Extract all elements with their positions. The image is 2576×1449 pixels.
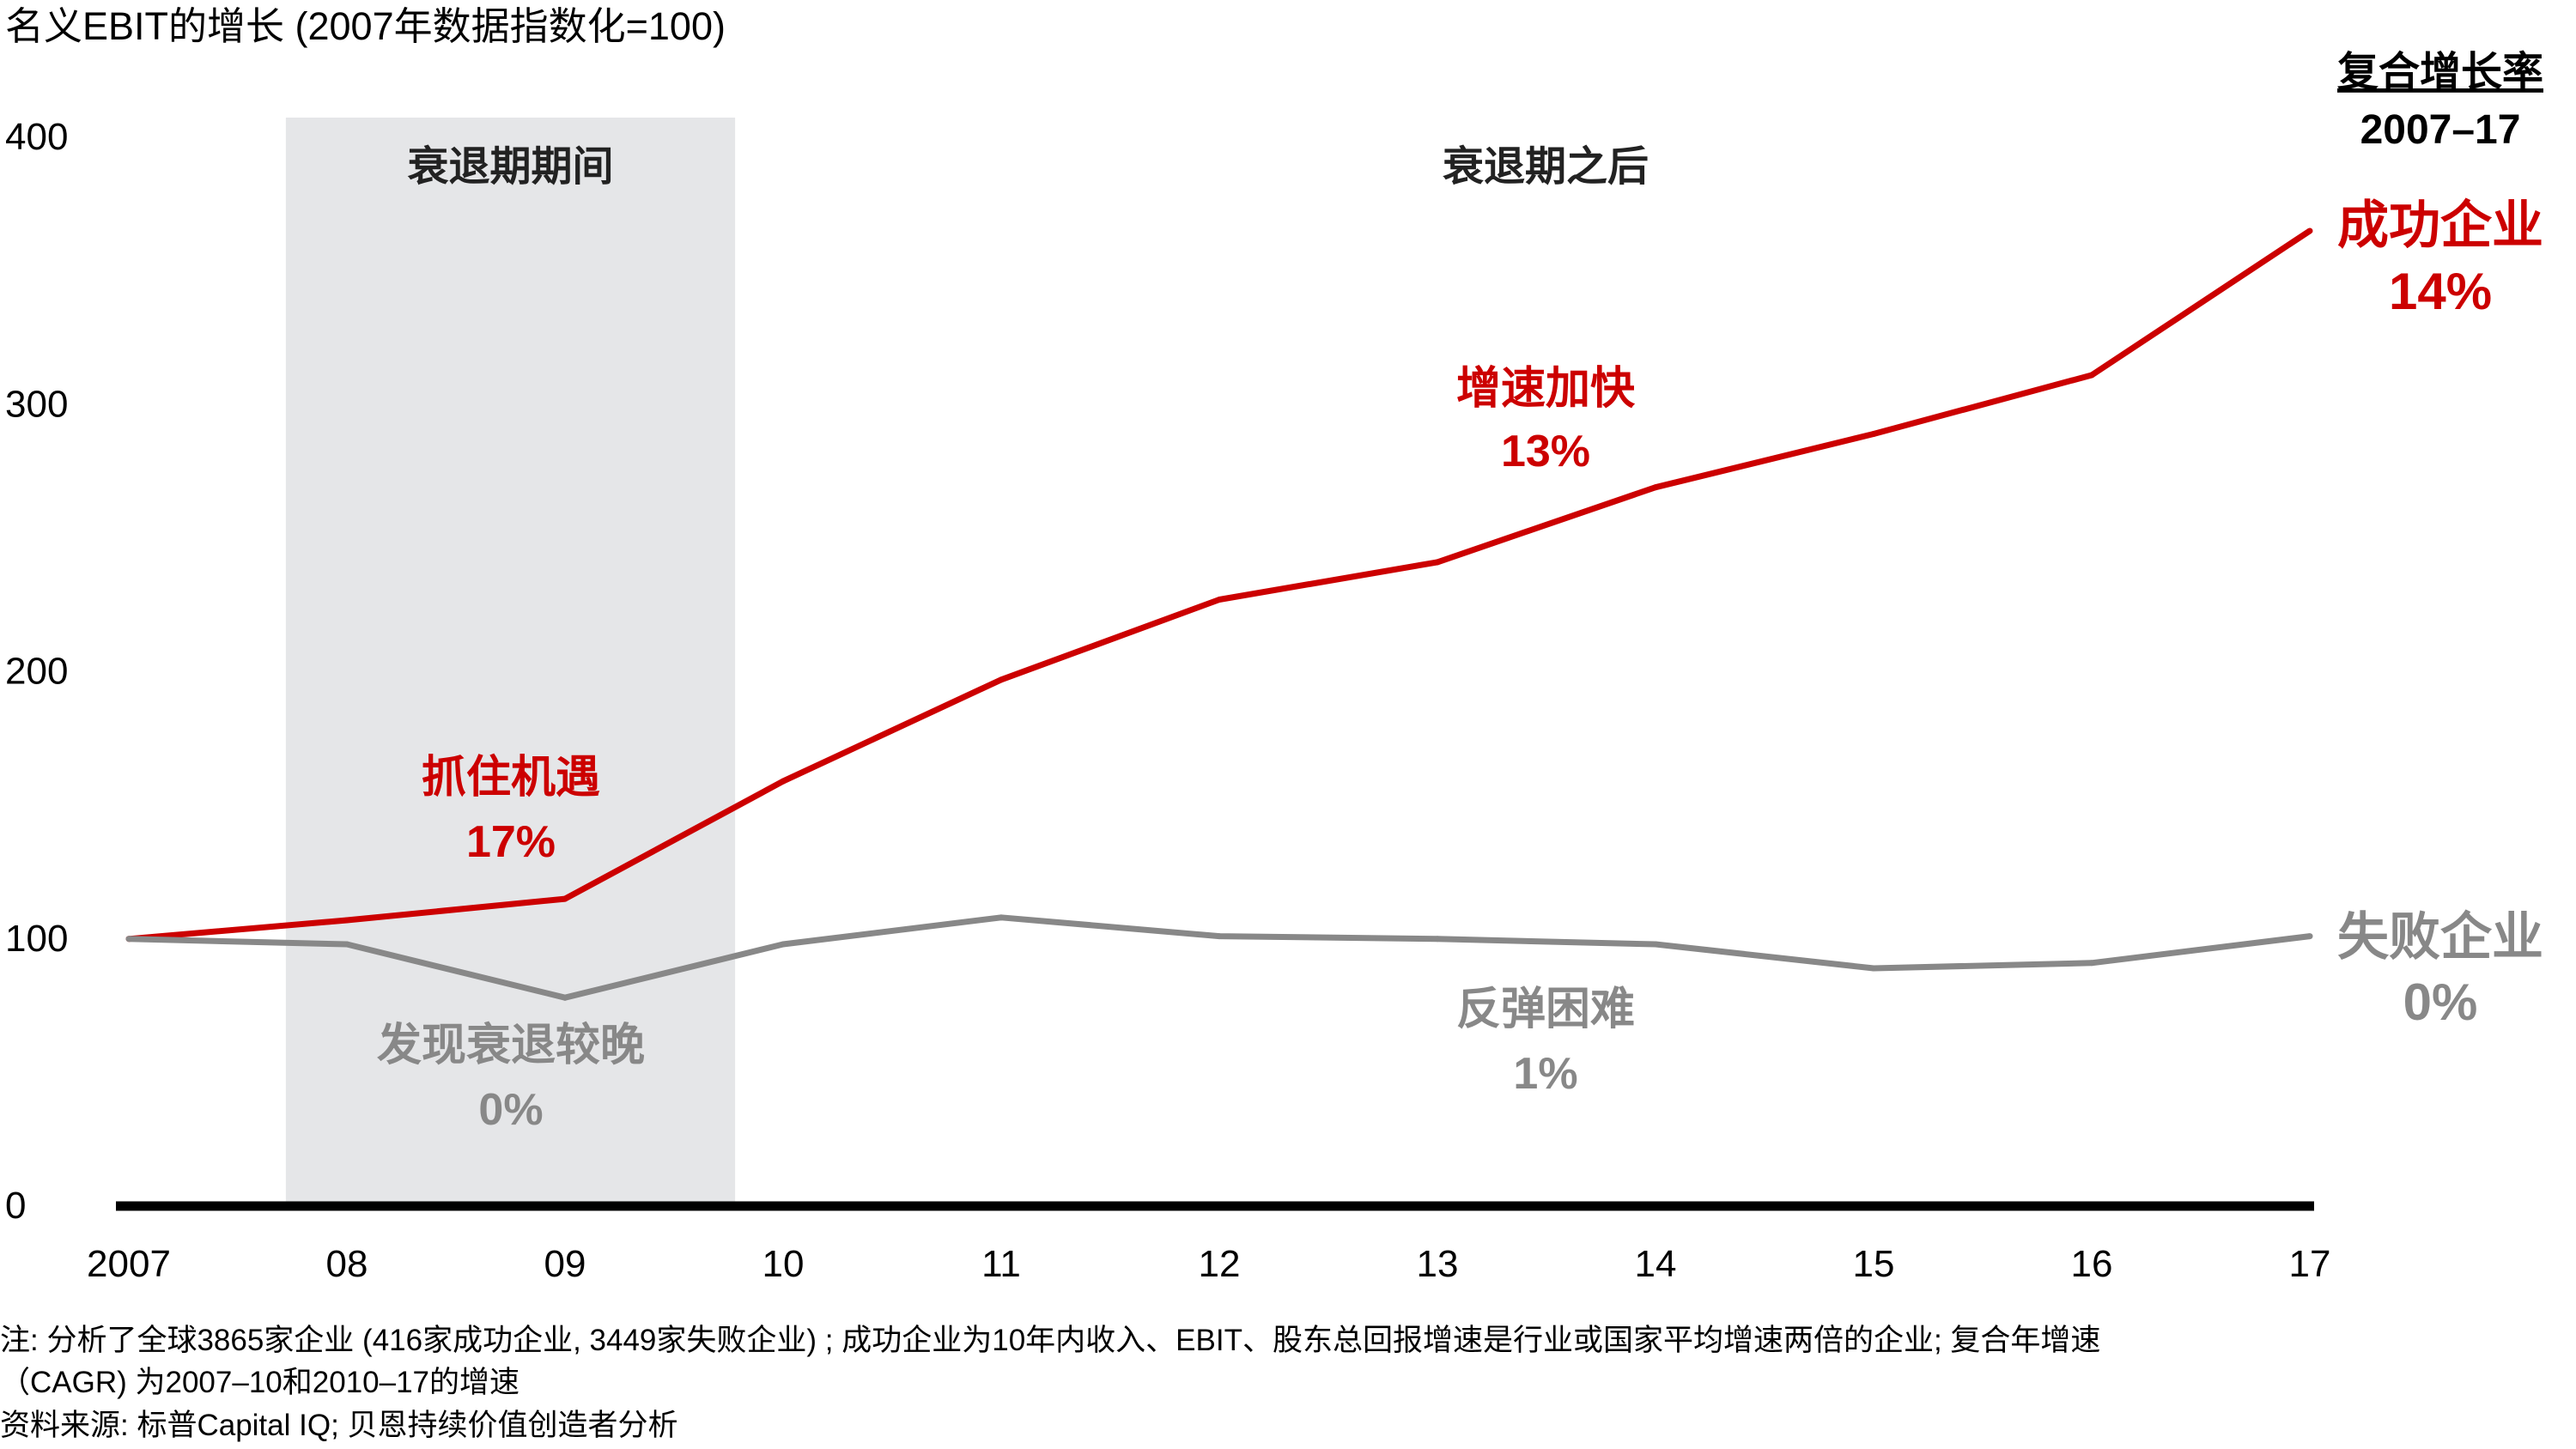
annotation-seize-opportunity-value: 17% [466, 817, 556, 867]
data-point [125, 936, 132, 943]
y-tick-label: 400 [5, 116, 68, 158]
data-point [562, 994, 568, 1001]
data-point [2306, 933, 2313, 940]
annotation-seize-opportunity: 抓住机遇 [422, 753, 600, 803]
data-point [2306, 227, 2313, 234]
data-point [562, 895, 568, 902]
annotation-layer: 抓住机遇 17% 增速加快 13% 发现衰退较晚 0% 反弹困难 1% [377, 364, 1636, 1135]
data-point [2088, 372, 2095, 379]
x-tick-label: 12 [1199, 1243, 1241, 1285]
data-point [780, 941, 787, 948]
x-tick-label: 08 [326, 1243, 368, 1285]
y-tick-label: 100 [5, 918, 68, 960]
data-point [343, 917, 350, 924]
post-recession-label: 衰退期之后 [1443, 144, 1649, 190]
y-tick-label: 0 [5, 1185, 26, 1227]
data-point [1216, 596, 1223, 603]
data-point [1434, 936, 1441, 943]
data-point [1216, 933, 1223, 940]
x-tick-label: 09 [544, 1243, 586, 1285]
annotation-late-detection-value: 0% [478, 1085, 543, 1135]
data-point [2088, 960, 2095, 967]
cagr-header-title: 复合增长率 [2337, 50, 2543, 95]
x-axis: 2007 08 09 10 11 12 13 14 15 16 17 [87, 1201, 2331, 1285]
data-point [1652, 941, 1659, 948]
x-tick-label: 2007 [87, 1243, 171, 1285]
annotation-faster-growth: 增速加快 [1456, 364, 1636, 414]
y-axis: 0 100 200 300 400 [5, 116, 68, 1227]
cagr-header-period: 2007–17 [2360, 107, 2521, 153]
success-series-label: 成功企业 [2337, 197, 2543, 254]
x-tick-label: 10 [762, 1243, 805, 1285]
annotation-hard-rebound: 反弹困难 [1456, 985, 1635, 1034]
data-point [780, 778, 787, 785]
failure-series-cagr: 0% [2403, 973, 2478, 1031]
annotation-hard-rebound-value: 1% [1513, 1049, 1577, 1099]
x-tick-label: 11 [981, 1243, 1021, 1285]
data-point [998, 914, 1005, 921]
success-series-cagr: 14% [2389, 263, 2492, 320]
chart-title: 名义EBIT的增长 (2007年数据指数化=100) [5, 4, 726, 48]
y-tick-label: 300 [5, 383, 68, 425]
series-layer [125, 227, 2313, 1001]
footnote-line-2: （CAGR) 为2007–10和2010–17的增速 [0, 1366, 520, 1399]
failure-series-label: 失败企业 [2337, 908, 2543, 966]
annotation-faster-growth-value: 13% [1501, 427, 1590, 476]
y-tick-label: 200 [5, 651, 68, 693]
data-point [1434, 559, 1441, 566]
data-point [1870, 965, 1877, 972]
x-tick-label: 15 [1853, 1243, 1895, 1285]
source-note: 资料来源: 标普Capital IQ; 贝恩持续价值创造者分析 [0, 1409, 678, 1442]
annotation-late-detection: 发现衰退较晚 [377, 1021, 645, 1070]
recession-shade [285, 118, 736, 1206]
data-point [1870, 430, 1877, 437]
x-tick-label: 16 [2071, 1243, 2113, 1285]
data-point [998, 676, 1005, 683]
x-tick-label: 14 [1635, 1243, 1677, 1285]
data-point [343, 941, 350, 948]
data-point [1652, 484, 1659, 491]
recession-period-label: 衰退期期间 [407, 144, 613, 190]
footnote-line-1: 注: 分析了全球3865家企业 (416家成功企业, 3449家失败企业) ; … [0, 1324, 2101, 1357]
x-tick-label: 13 [1417, 1243, 1459, 1285]
x-tick-label: 17 [2289, 1243, 2331, 1285]
